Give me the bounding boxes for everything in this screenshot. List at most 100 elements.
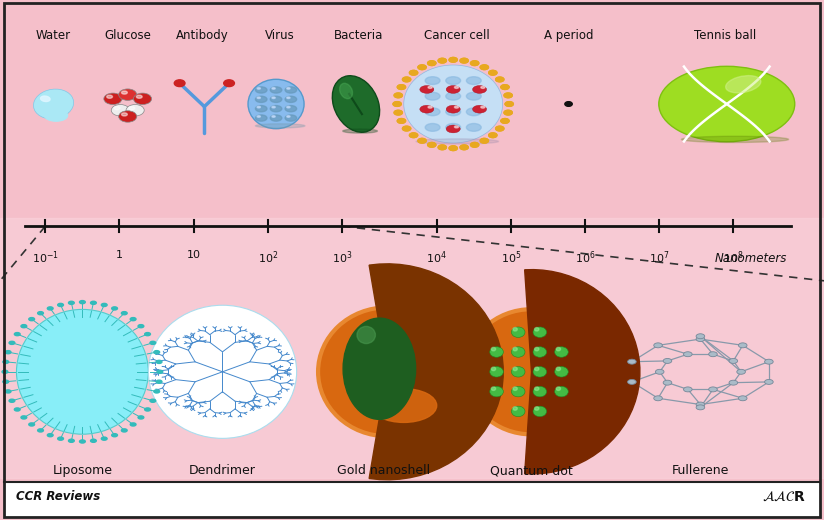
Ellipse shape xyxy=(466,76,481,84)
Ellipse shape xyxy=(555,367,569,377)
Ellipse shape xyxy=(455,106,458,108)
Ellipse shape xyxy=(446,108,461,116)
Ellipse shape xyxy=(428,86,433,88)
Ellipse shape xyxy=(533,406,546,417)
Ellipse shape xyxy=(438,58,447,63)
Ellipse shape xyxy=(504,93,513,98)
Text: Bacteria: Bacteria xyxy=(334,29,383,42)
Ellipse shape xyxy=(121,113,127,116)
Ellipse shape xyxy=(663,380,672,385)
Ellipse shape xyxy=(68,439,74,443)
Ellipse shape xyxy=(371,388,437,422)
Ellipse shape xyxy=(418,65,426,70)
Ellipse shape xyxy=(270,106,282,112)
Ellipse shape xyxy=(150,341,156,344)
Ellipse shape xyxy=(446,123,461,131)
Ellipse shape xyxy=(148,305,297,438)
Ellipse shape xyxy=(428,61,436,66)
Ellipse shape xyxy=(512,386,525,397)
Ellipse shape xyxy=(418,138,426,143)
Ellipse shape xyxy=(447,85,461,93)
Ellipse shape xyxy=(285,106,297,112)
Ellipse shape xyxy=(287,87,290,89)
Ellipse shape xyxy=(130,423,136,426)
Text: Water: Water xyxy=(36,29,71,42)
Ellipse shape xyxy=(480,138,489,143)
Ellipse shape xyxy=(489,386,503,397)
Ellipse shape xyxy=(481,86,485,88)
Ellipse shape xyxy=(628,359,636,364)
Ellipse shape xyxy=(5,390,11,393)
Ellipse shape xyxy=(129,107,134,110)
Ellipse shape xyxy=(496,77,504,82)
Ellipse shape xyxy=(287,115,290,117)
Ellipse shape xyxy=(419,105,433,113)
Ellipse shape xyxy=(343,129,377,133)
Ellipse shape xyxy=(137,95,142,98)
Ellipse shape xyxy=(29,423,35,426)
Ellipse shape xyxy=(489,347,503,357)
Ellipse shape xyxy=(473,105,486,113)
Ellipse shape xyxy=(394,93,402,98)
Ellipse shape xyxy=(496,126,504,131)
Ellipse shape xyxy=(533,327,546,337)
Ellipse shape xyxy=(112,434,118,437)
Ellipse shape xyxy=(428,61,436,66)
Ellipse shape xyxy=(480,65,489,70)
Ellipse shape xyxy=(513,367,517,371)
Ellipse shape xyxy=(394,110,402,115)
Text: Liposome: Liposome xyxy=(53,464,112,477)
Text: A period: A period xyxy=(544,29,593,42)
Ellipse shape xyxy=(2,370,8,373)
Ellipse shape xyxy=(726,75,761,93)
Ellipse shape xyxy=(663,358,672,363)
Ellipse shape xyxy=(14,333,20,336)
Text: $10^{6}$: $10^{6}$ xyxy=(574,250,596,266)
Ellipse shape xyxy=(489,367,503,377)
Ellipse shape xyxy=(504,93,513,98)
Ellipse shape xyxy=(119,111,137,122)
Ellipse shape xyxy=(428,142,436,147)
Bar xyxy=(4,482,820,517)
Ellipse shape xyxy=(428,142,436,147)
Ellipse shape xyxy=(449,146,457,150)
Ellipse shape xyxy=(397,85,405,89)
Bar xyxy=(0,218,824,478)
Ellipse shape xyxy=(501,85,509,89)
Text: Gold nanoshell: Gold nanoshell xyxy=(336,464,430,477)
Ellipse shape xyxy=(404,65,503,143)
Ellipse shape xyxy=(512,347,525,357)
Ellipse shape xyxy=(145,408,151,411)
Ellipse shape xyxy=(44,110,68,121)
Ellipse shape xyxy=(9,399,15,402)
Ellipse shape xyxy=(91,301,96,304)
Text: $10^{-1}$: $10^{-1}$ xyxy=(32,250,59,266)
Ellipse shape xyxy=(729,358,737,363)
Ellipse shape xyxy=(270,96,282,102)
Ellipse shape xyxy=(9,341,15,344)
Ellipse shape xyxy=(533,367,546,377)
Text: Antibody: Antibody xyxy=(176,29,228,42)
Ellipse shape xyxy=(21,324,26,328)
Ellipse shape xyxy=(223,80,235,86)
Text: CCR Reviews: CCR Reviews xyxy=(16,490,101,503)
Ellipse shape xyxy=(455,126,458,128)
Ellipse shape xyxy=(449,146,457,150)
Ellipse shape xyxy=(556,367,560,371)
Ellipse shape xyxy=(154,350,160,354)
Ellipse shape xyxy=(496,126,504,131)
Ellipse shape xyxy=(58,437,63,440)
Ellipse shape xyxy=(393,102,401,106)
Ellipse shape xyxy=(447,105,461,113)
Ellipse shape xyxy=(121,311,127,315)
Ellipse shape xyxy=(287,107,290,108)
Ellipse shape xyxy=(397,119,405,123)
Ellipse shape xyxy=(446,76,461,84)
Ellipse shape xyxy=(410,133,418,138)
Text: Tennis ball: Tennis ball xyxy=(694,29,756,42)
Ellipse shape xyxy=(255,106,267,112)
Ellipse shape xyxy=(133,93,152,105)
Text: Cancer cell: Cancer cell xyxy=(424,29,490,42)
Ellipse shape xyxy=(533,347,546,357)
Text: $10^{8}$: $10^{8}$ xyxy=(723,250,744,266)
